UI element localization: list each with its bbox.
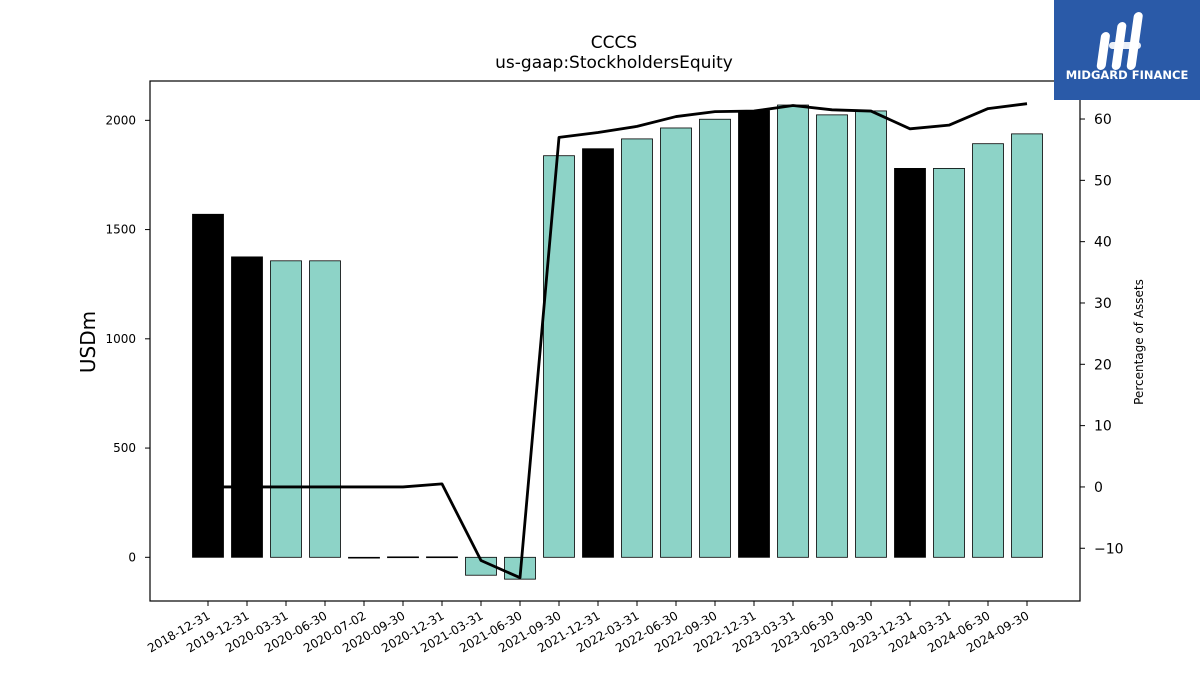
y-tick-label: 500 xyxy=(113,441,136,455)
bar-2024-09-30 xyxy=(1011,133,1043,558)
y2-tick-label: 40 xyxy=(1094,235,1112,251)
bar-2024-03-31 xyxy=(933,167,965,558)
chart-subtitle: us-gaap:StockholdersEquity xyxy=(495,53,733,73)
y-tick-label: 1000 xyxy=(105,332,136,346)
bar-2021-12-31 xyxy=(582,148,614,558)
y-axis-label: USDm xyxy=(76,311,100,373)
line-layer xyxy=(208,102,1028,580)
bar-2022-03-31 xyxy=(621,138,653,558)
y-tick-label: 1500 xyxy=(105,223,136,237)
logo-text: MIDGARD FINANCE xyxy=(1065,68,1189,82)
logo-mark-icon xyxy=(1096,12,1143,70)
bars-layer xyxy=(192,104,1043,580)
bar-2020-09-30 xyxy=(387,556,419,559)
bar-2023-09-30 xyxy=(855,110,887,558)
bar-2022-09-30 xyxy=(699,118,731,558)
y2-tick-label: 20 xyxy=(1094,357,1112,373)
y-tick-label: 0 xyxy=(128,550,136,564)
bar-2020-12-31 xyxy=(426,556,458,559)
bar-2022-06-30 xyxy=(660,127,692,558)
y2-tick-label: 10 xyxy=(1094,419,1112,435)
bar-2023-03-31 xyxy=(777,104,809,558)
bar-2024-06-30 xyxy=(972,143,1004,558)
bar-2021-09-30 xyxy=(543,155,575,558)
y2-tick-label: 0 xyxy=(1094,480,1103,496)
y2-tick-label: 60 xyxy=(1094,112,1112,128)
bar-2019-12-31 xyxy=(231,256,263,558)
chart-title: CCCS xyxy=(591,33,637,53)
bar-2020-06-30 xyxy=(309,260,341,558)
plot-frame xyxy=(149,80,1081,602)
bar-2022-12-31 xyxy=(738,110,770,558)
y2-tick-label: 30 xyxy=(1094,296,1112,312)
bar-2020-07-02 xyxy=(348,556,380,559)
bar-2023-06-30 xyxy=(816,114,848,558)
bar-2023-12-31 xyxy=(894,167,926,558)
bar-2018-12-31 xyxy=(192,213,224,558)
midgard-finance-logo: MIDGARD FINANCE xyxy=(1054,0,1200,100)
percentage-of-assets-line xyxy=(208,102,1028,580)
y-tick-label: 2000 xyxy=(105,113,136,127)
y2-tick-label: −10 xyxy=(1094,541,1124,557)
bar-2020-03-31 xyxy=(270,260,302,558)
y2-axis-label: Percentage of Assets xyxy=(1132,279,1146,405)
y2-tick-label: 50 xyxy=(1094,173,1112,189)
